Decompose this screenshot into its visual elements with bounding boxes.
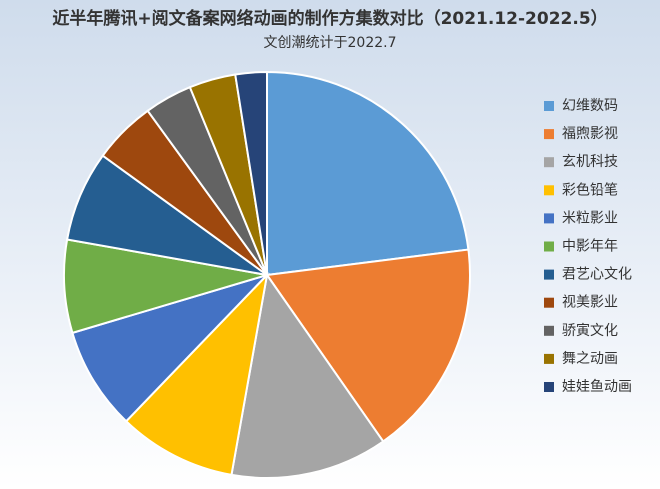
legend-label: 中影年年 (562, 239, 618, 255)
legend-swatch (544, 157, 554, 168)
legend-swatch (544, 382, 554, 392)
legend-label: 君艺心文化 (562, 267, 632, 283)
legend-swatch (544, 129, 554, 140)
pie-slice (265, 248, 471, 443)
legend-swatch (544, 241, 554, 252)
pie-slice (230, 272, 385, 479)
legend-label: 舞之动画 (562, 351, 618, 367)
legend-label: 福煦影视 (562, 126, 618, 142)
legend-label: 幻维数码 (562, 98, 618, 114)
legend-label: 娃娃鱼动画 (562, 378, 632, 395)
legend-swatch (544, 353, 554, 364)
legend-label: 彩色铅笔 (562, 181, 618, 198)
legend-swatch (544, 269, 554, 280)
pie-slice (266, 70, 470, 277)
pie-slice (234, 70, 268, 276)
chart-subtitle: 文创潮统计于2022.7 (264, 35, 397, 51)
legend-swatch (544, 297, 554, 308)
legend-swatch (544, 213, 554, 224)
legend-swatch (544, 101, 554, 111)
chart-title: 近半年腾讯+阅文备案网络动画的制作方集数对比（2021.12-2022.5） (52, 8, 607, 29)
legend-label: 骄寅文化 (562, 322, 618, 339)
pie-slice (124, 271, 269, 477)
legend-label: 米粒影业 (562, 210, 618, 226)
legend-swatch (544, 185, 554, 196)
legend-label: 视美影业 (562, 295, 618, 311)
legend-swatch (544, 325, 554, 336)
pie-slice (71, 272, 271, 423)
legend-label: 玄机科技 (562, 153, 618, 170)
